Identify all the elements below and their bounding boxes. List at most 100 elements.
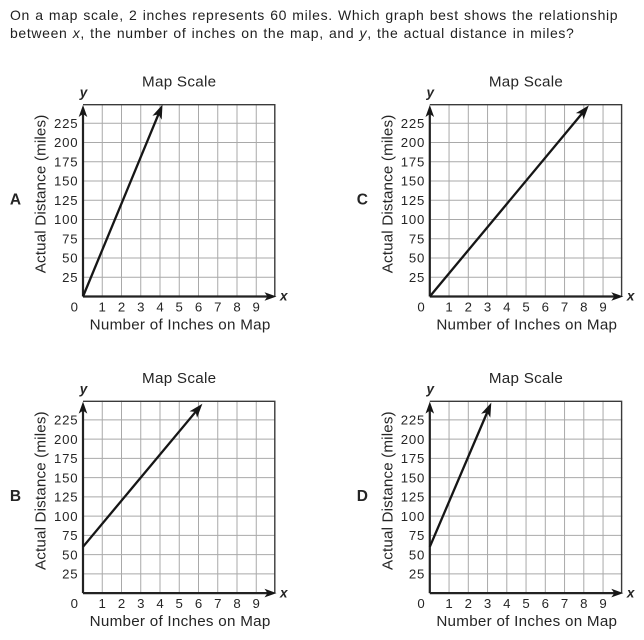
svg-text:225: 225 — [401, 413, 425, 428]
svg-text:4: 4 — [156, 596, 163, 611]
svg-text:3: 3 — [137, 299, 144, 314]
svg-text:75: 75 — [409, 231, 425, 246]
svg-text:175: 175 — [401, 154, 425, 169]
svg-text:x: x — [626, 289, 635, 304]
svg-text:200: 200 — [54, 432, 78, 447]
svg-text:7: 7 — [561, 596, 568, 611]
svg-text:y: y — [79, 381, 89, 396]
svg-text:1: 1 — [99, 299, 106, 314]
svg-text:0: 0 — [71, 299, 78, 314]
svg-text:Actual Distance (miles): Actual Distance (miles) — [379, 411, 396, 570]
svg-text:150: 150 — [54, 174, 78, 189]
svg-text:2: 2 — [118, 299, 125, 314]
svg-text:Actual Distance (miles): Actual Distance (miles) — [33, 411, 50, 570]
svg-text:75: 75 — [62, 528, 78, 543]
svg-text:y: y — [79, 85, 89, 100]
svg-text:9: 9 — [253, 596, 260, 611]
svg-text:25: 25 — [409, 270, 425, 285]
svg-text:7: 7 — [214, 299, 221, 314]
svg-text:9: 9 — [599, 299, 606, 314]
svg-text:125: 125 — [54, 490, 78, 505]
svg-text:75: 75 — [62, 231, 78, 246]
svg-text:9: 9 — [599, 596, 606, 611]
svg-text:200: 200 — [401, 135, 425, 150]
svg-text:8: 8 — [580, 299, 587, 314]
svg-text:6: 6 — [195, 299, 202, 314]
svg-text:8: 8 — [233, 299, 240, 314]
svg-text:7: 7 — [214, 596, 221, 611]
svg-text:5: 5 — [176, 596, 183, 611]
svg-text:x: x — [279, 289, 288, 304]
svg-text:1: 1 — [445, 299, 452, 314]
svg-text:Map Scale: Map Scale — [142, 370, 216, 387]
svg-text:y: y — [426, 85, 436, 100]
svg-text:100: 100 — [401, 509, 425, 524]
svg-text:200: 200 — [54, 135, 78, 150]
svg-text:9: 9 — [253, 299, 260, 314]
svg-text:6: 6 — [542, 299, 549, 314]
svg-text:3: 3 — [137, 596, 144, 611]
svg-text:125: 125 — [401, 490, 425, 505]
svg-text:2: 2 — [465, 596, 472, 611]
svg-text:75: 75 — [409, 528, 425, 543]
svg-text:1: 1 — [445, 596, 452, 611]
svg-text:4: 4 — [156, 299, 163, 314]
svg-text:150: 150 — [54, 470, 78, 485]
svg-text:2: 2 — [118, 596, 125, 611]
svg-text:C: C — [357, 192, 368, 209]
svg-text:125: 125 — [401, 193, 425, 208]
svg-text:150: 150 — [401, 174, 425, 189]
svg-text:5: 5 — [522, 299, 529, 314]
svg-text:4: 4 — [503, 299, 510, 314]
svg-text:50: 50 — [62, 251, 78, 266]
svg-text:Map Scale: Map Scale — [489, 370, 563, 387]
svg-text:225: 225 — [401, 116, 425, 131]
svg-text:B: B — [10, 488, 21, 505]
svg-text:50: 50 — [409, 251, 425, 266]
svg-text:3: 3 — [484, 596, 491, 611]
svg-text:175: 175 — [401, 451, 425, 466]
svg-text:25: 25 — [409, 567, 425, 582]
svg-text:25: 25 — [62, 567, 78, 582]
svg-text:D: D — [357, 488, 368, 505]
svg-text:Number of Inches on Map: Number of Inches on Map — [436, 613, 617, 630]
svg-text:A: A — [10, 192, 21, 209]
svg-text:4: 4 — [503, 596, 510, 611]
svg-text:3: 3 — [484, 299, 491, 314]
svg-text:Actual Distance (miles): Actual Distance (miles) — [33, 115, 50, 274]
svg-text:225: 225 — [54, 413, 78, 428]
svg-text:y: y — [426, 381, 436, 396]
svg-text:7: 7 — [561, 299, 568, 314]
svg-text:Map Scale: Map Scale — [489, 74, 563, 91]
svg-text:x: x — [279, 585, 288, 600]
svg-text:175: 175 — [54, 154, 78, 169]
svg-text:25: 25 — [62, 270, 78, 285]
svg-text:8: 8 — [233, 596, 240, 611]
svg-text:0: 0 — [417, 596, 424, 611]
svg-text:50: 50 — [409, 547, 425, 562]
svg-text:6: 6 — [542, 596, 549, 611]
svg-text:Actual Distance (miles): Actual Distance (miles) — [379, 115, 396, 274]
svg-text:Number of Inches on Map: Number of Inches on Map — [90, 613, 271, 630]
svg-text:0: 0 — [71, 596, 78, 611]
svg-text:100: 100 — [54, 212, 78, 227]
svg-text:8: 8 — [580, 596, 587, 611]
svg-text:225: 225 — [54, 116, 78, 131]
svg-text:0: 0 — [417, 299, 424, 314]
svg-text:6: 6 — [195, 596, 202, 611]
svg-text:100: 100 — [401, 212, 425, 227]
svg-text:Map Scale: Map Scale — [142, 74, 216, 91]
svg-text:2: 2 — [465, 299, 472, 314]
svg-text:Number of Inches on Map: Number of Inches on Map — [436, 317, 617, 334]
svg-text:100: 100 — [54, 509, 78, 524]
svg-text:50: 50 — [62, 547, 78, 562]
svg-text:125: 125 — [54, 193, 78, 208]
svg-text:x: x — [626, 585, 635, 600]
svg-text:5: 5 — [176, 299, 183, 314]
svg-text:1: 1 — [99, 596, 106, 611]
svg-text:150: 150 — [401, 470, 425, 485]
svg-text:5: 5 — [522, 596, 529, 611]
svg-text:175: 175 — [54, 451, 78, 466]
svg-text:Number of Inches on Map: Number of Inches on Map — [90, 317, 271, 334]
svg-text:200: 200 — [401, 432, 425, 447]
